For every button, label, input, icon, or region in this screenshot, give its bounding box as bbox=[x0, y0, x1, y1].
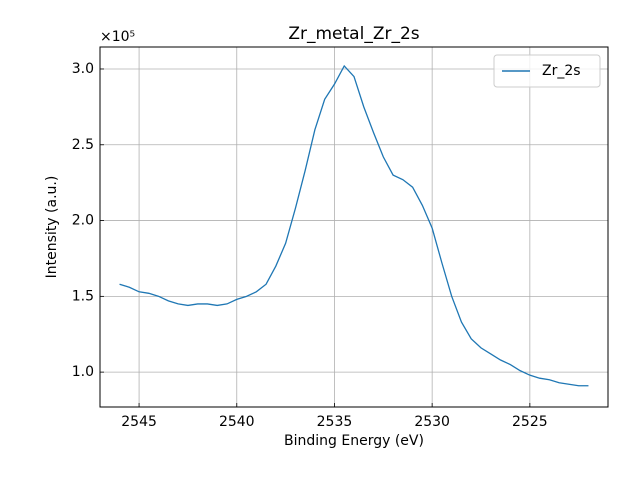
y-tick-label: 2.0 bbox=[72, 213, 94, 229]
plot-frame bbox=[99, 46, 609, 408]
y-offset-label: ×10⁵ bbox=[100, 29, 135, 45]
chart-title: Zr_metal_Zr_2s bbox=[288, 24, 419, 44]
y-axis-label: Intensity (a.u.) bbox=[44, 176, 60, 279]
data-line bbox=[119, 64, 589, 387]
x-tick-label: 2535 bbox=[317, 414, 353, 430]
legend-box bbox=[493, 54, 601, 88]
y-tick-label: 2.5 bbox=[72, 137, 94, 153]
y-tick-label: 3.0 bbox=[72, 61, 94, 77]
x-tick-label: 2540 bbox=[219, 414, 255, 430]
x-tick-label: 2530 bbox=[414, 414, 450, 430]
y-tick-label: 1.0 bbox=[72, 364, 94, 380]
x-tick-label: 2525 bbox=[512, 414, 548, 430]
y-tick-label: 1.5 bbox=[72, 288, 94, 304]
legend-label: Zr_2s bbox=[542, 63, 581, 79]
x-axis-label: Binding Energy (eV) bbox=[284, 433, 424, 449]
x-tick-label: 2545 bbox=[121, 414, 157, 430]
